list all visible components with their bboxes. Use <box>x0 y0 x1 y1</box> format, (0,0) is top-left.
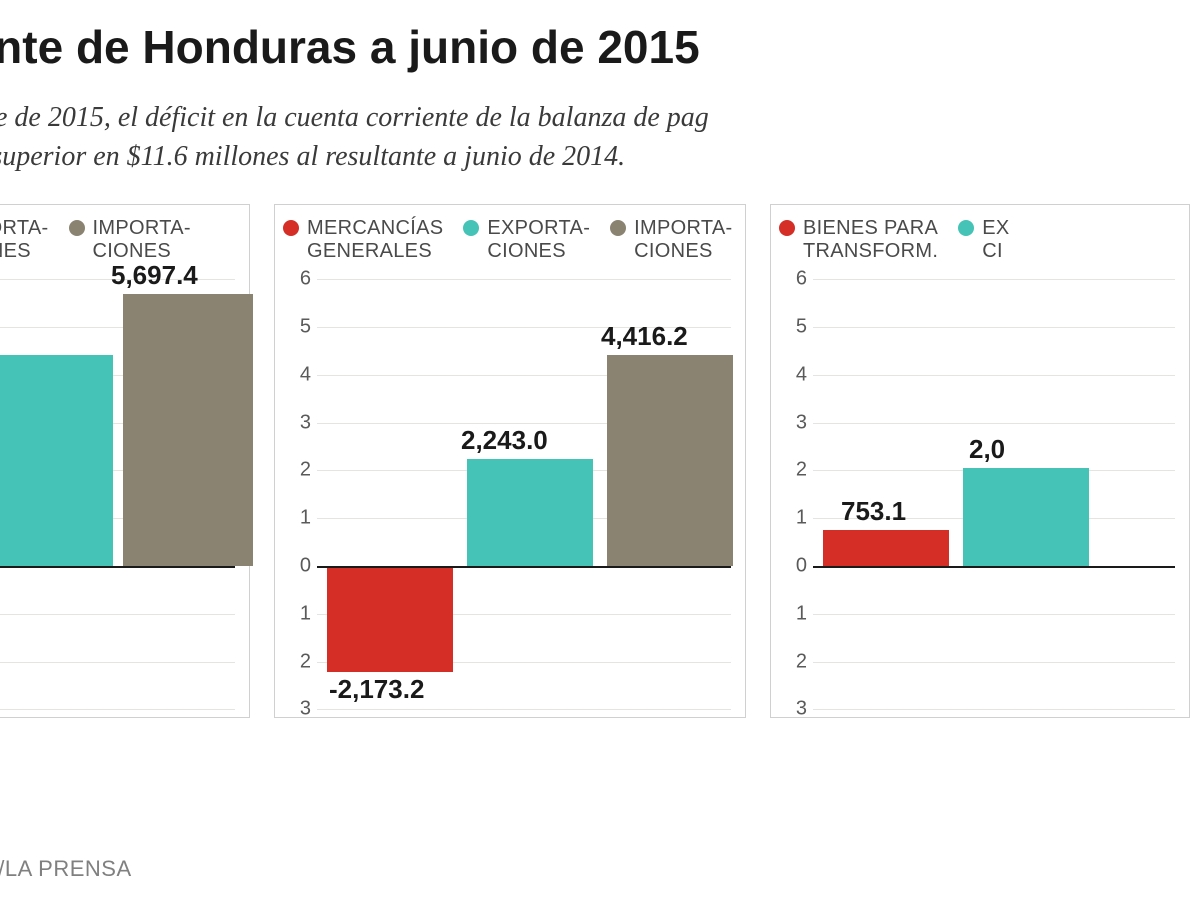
legend: PORTA-ONES IMPORTA-CIONES <box>0 217 235 263</box>
bar <box>963 468 1089 566</box>
legend-dot-icon <box>610 220 626 236</box>
legend-dot-icon <box>463 220 479 236</box>
legend-item: EXCI <box>958 217 1009 263</box>
y-tick: 1 <box>796 602 807 625</box>
legend-dot-icon <box>779 220 795 236</box>
gridline <box>317 709 731 710</box>
y-tick: 1 <box>796 507 807 530</box>
plot-area: 0123456123-2,173.22,243.04,416.2 <box>283 279 731 709</box>
chart-panel-3: BIENES PARATRANSFORM. EXCI 0 1 2 3 4 5 6 1 2 3 753.1… <box>770 204 1190 718</box>
y-tick: 3 <box>300 411 311 434</box>
infographic-container: rriente de Honduras a junio de 2015 nest… <box>0 0 1200 900</box>
subtitle: nestre de 2015, el déficit en la cuenta … <box>0 98 1200 176</box>
bar-value-label: 4,416.2 <box>601 321 688 352</box>
legend: MERCANCÍASGENERALES EXPORTA-CIONES IMPORTA… <box>283 217 731 263</box>
main-title: rriente de Honduras a junio de 2015 <box>0 20 1200 74</box>
legend-item: MERCANCÍASGENERALES <box>283 217 443 263</box>
y-tick: 2 <box>796 650 807 673</box>
legend-item: PORTA-ONES <box>0 217 49 263</box>
bar-value-label: -2,173.2 <box>329 674 424 705</box>
bar <box>823 530 949 566</box>
bar <box>607 355 733 566</box>
legend-label: EXCI <box>982 217 1009 263</box>
y-axis: 0123456123 <box>283 279 315 709</box>
legend-dot-icon <box>283 220 299 236</box>
legend-item: IMPORTA-CIONES <box>610 217 732 263</box>
legend-label: PORTA-ONES <box>0 217 49 263</box>
legend-label: IMPORTA-CIONES <box>93 217 191 263</box>
y-tick: 6 <box>300 268 311 291</box>
bar-value-label: 5,697.4 <box>111 260 198 291</box>
y-tick: 3 <box>300 698 311 721</box>
y-tick: 1 <box>300 507 311 530</box>
y-tick: 0 <box>796 555 807 578</box>
y-tick: 0 <box>300 555 311 578</box>
y-tick: 4 <box>300 363 311 386</box>
bar-value-label: 2,0 <box>969 434 1005 465</box>
y-tick: 2 <box>796 459 807 482</box>
y-tick: 2 <box>300 459 311 482</box>
legend-item: IMPORTA-CIONES <box>69 217 191 263</box>
y-axis: 0123456123 <box>779 279 811 709</box>
bar <box>0 355 113 566</box>
plot-area: 012345612341.25,697.4 <box>0 279 235 709</box>
bar <box>467 459 593 566</box>
chart-panel-2: MERCANCÍASGENERALES EXPORTA-CIONES IMPORTA… <box>274 204 746 718</box>
y-tick: 3 <box>796 698 807 721</box>
gridline <box>813 709 1175 710</box>
chart-panel-1: PORTA-ONES IMPORTA-CIONES 012345612341.25,… <box>0 204 250 718</box>
legend-label: EXPORTA-CIONES <box>487 217 590 263</box>
bars-layer: -2,173.2 2,243.0 4,416.2 <box>317 279 731 709</box>
y-tick: 3 <box>796 411 807 434</box>
bar <box>123 294 253 566</box>
legend-item: BIENES PARATRANSFORM. <box>779 217 938 263</box>
bar <box>327 568 453 672</box>
plot-area: 0123456123753.12,0 <box>779 279 1175 709</box>
bar-value-label: 2,243.0 <box>461 425 548 456</box>
legend-label: IMPORTA-CIONES <box>634 217 732 263</box>
y-tick: 4 <box>796 363 807 386</box>
legend-dot-icon <box>69 220 85 236</box>
credit-line: ALLO/LA PRENSA <box>0 856 132 882</box>
gridline <box>0 709 235 710</box>
legend: BIENES PARATRANSFORM. EXCI <box>779 217 1175 263</box>
bars-layer: 41.25,697.4 <box>0 279 235 709</box>
y-tick: 6 <box>796 268 807 291</box>
y-tick: 2 <box>300 650 311 673</box>
charts-row: PORTA-ONESIMPORTA-CIONES012345612341.25,… <box>0 204 1200 718</box>
y-tick: 5 <box>300 316 311 339</box>
legend-label: BIENES PARATRANSFORM. <box>803 217 938 263</box>
y-tick: 5 <box>796 316 807 339</box>
bar-value-label: 753.1 <box>841 496 906 527</box>
legend-dot-icon <box>958 220 974 236</box>
y-tick: 1 <box>300 602 311 625</box>
legend-label: MERCANCÍASGENERALES <box>307 217 443 263</box>
legend-item: EXPORTA-CIONES <box>463 217 590 263</box>
bars-layer: 753.1 2,0 <box>813 279 1175 709</box>
